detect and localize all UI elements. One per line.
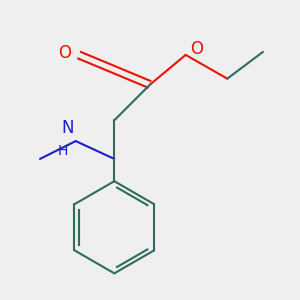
Text: N: N (62, 118, 74, 136)
Text: O: O (58, 44, 71, 62)
Text: H: H (58, 144, 68, 158)
Text: O: O (190, 40, 203, 58)
